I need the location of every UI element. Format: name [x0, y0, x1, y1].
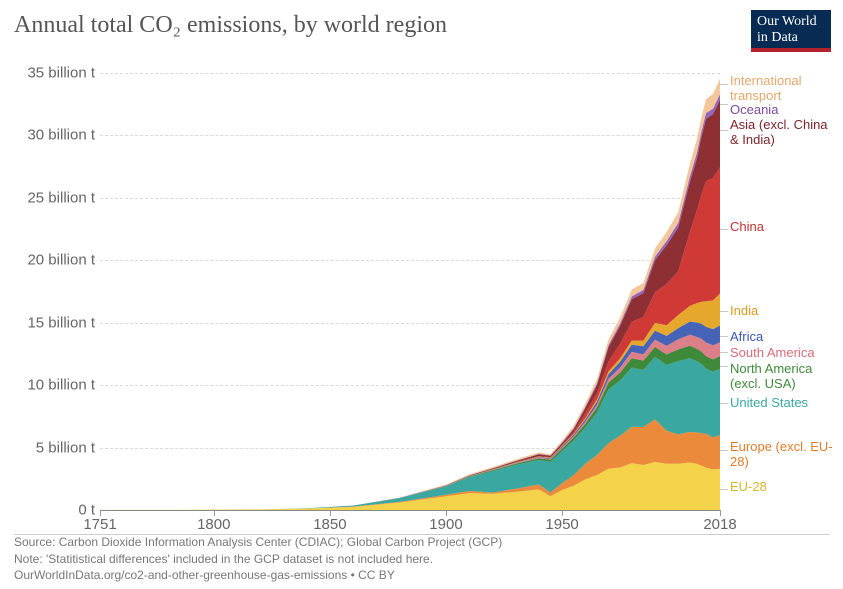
footer: Source: Carbon Dioxide Information Analy…	[14, 534, 502, 583]
legend-connector	[720, 352, 728, 353]
x-tick-label: 1800	[197, 516, 230, 533]
y-tick-label: 5 billion t	[5, 439, 95, 456]
footer-link: OurWorldInData.org/co2-and-other-greenho…	[14, 567, 502, 583]
legend-label-europe-other: Europe (excl. EU-28)	[730, 440, 838, 470]
legend-connector	[720, 311, 728, 312]
legend-label-sa: South America	[730, 346, 815, 361]
legend-label-india: India	[730, 304, 758, 319]
legend-label-intl-transport: International transport	[730, 74, 838, 104]
logo-line1: Our World	[757, 14, 817, 29]
logo-line2: in Data	[757, 30, 798, 45]
y-tick-label: 30 billion t	[5, 127, 95, 144]
legend-connector	[720, 104, 728, 105]
x-tick-label: 2018	[703, 516, 736, 533]
x-tick-label: 1950	[545, 516, 578, 533]
footer-source: Source: Carbon Dioxide Information Analy…	[14, 534, 502, 550]
legend-connector	[720, 489, 728, 490]
legend-label-asia-other: Asia (excl. China & India)	[730, 118, 838, 148]
legend-connector	[720, 403, 728, 404]
y-tick-label: 0 t	[5, 502, 95, 519]
y-tick-label: 25 billion t	[5, 189, 95, 206]
legend-connector	[720, 336, 728, 337]
legend-connector	[720, 130, 728, 131]
owid-logo: Our World in Data	[751, 10, 831, 52]
legend-connector	[720, 366, 728, 367]
legend-connector	[720, 84, 728, 85]
legend-connector	[720, 229, 728, 230]
legend-label-oceania: Oceania	[730, 103, 778, 118]
legend-label-china: China	[730, 220, 764, 235]
stacked-area-svg	[100, 60, 720, 510]
y-tick-label: 15 billion t	[5, 314, 95, 331]
x-tick-label: 1900	[429, 516, 462, 533]
footer-note: Note: 'Statitistical differences' includ…	[14, 551, 502, 567]
chart-title: Annual total CO₂ emissions, by world reg…	[14, 12, 447, 39]
x-tick-label: 1751	[83, 516, 116, 533]
legend-label-africa: Africa	[730, 330, 763, 345]
y-tick-label: 35 billion t	[5, 64, 95, 81]
chart-container: Annual total CO₂ emissions, by world reg…	[0, 0, 843, 589]
area-eu28	[100, 462, 720, 510]
y-tick-label: 10 billion t	[5, 377, 95, 394]
x-axis-line	[100, 510, 720, 511]
y-tick-label: 20 billion t	[5, 252, 95, 269]
legend-connector	[720, 450, 728, 451]
x-tick-label: 1850	[313, 516, 346, 533]
legend-label-na-other: North America (excl. USA)	[730, 362, 838, 392]
legend-label-eu28: EU-28	[730, 480, 767, 495]
plot-area	[100, 60, 720, 510]
legend-label-us: United States	[730, 396, 808, 411]
